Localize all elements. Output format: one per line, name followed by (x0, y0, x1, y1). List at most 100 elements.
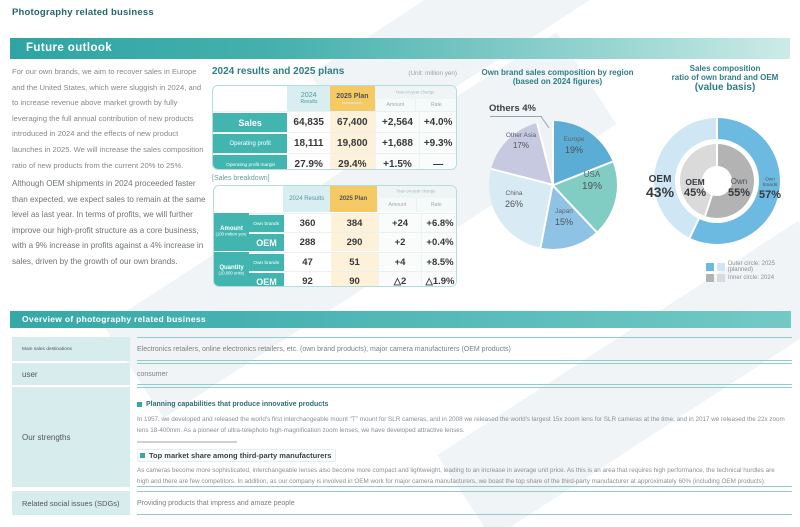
pie-label-japan: Japan 15% (554, 208, 573, 227)
legend-swatch (717, 274, 725, 282)
donut-label-oem-inner: OEM 45% (684, 177, 707, 200)
row-content-sdgs: Providing products that impress and amaz… (137, 491, 792, 515)
unit-note: (Unit: million yen) (408, 70, 457, 77)
cell-value: △1.9% (421, 272, 456, 286)
strength-title-2: Top market share among third-party manuf… (137, 449, 337, 462)
donut-hole (702, 166, 732, 196)
cell-value: 360 (299, 217, 316, 229)
cell-value: +1.5% (374, 154, 420, 169)
region-chart-title: Own brand sales composition by region (b… (481, 68, 634, 86)
row-label-own-brands: Own brands (249, 253, 284, 271)
donut-label-own-outer: Own brands 57% (758, 177, 782, 202)
header-amount: Amount (374, 99, 416, 111)
header-change-group: Year-on-year change Amount Rate (374, 86, 456, 111)
region-pie-disc (489, 121, 617, 249)
composition-chart-title: Sales composition ratio of own brand and… (671, 64, 779, 93)
header-change-group: Year-on-year change Amount Rate (376, 186, 456, 212)
pie-label-usa: USA 19% (581, 170, 602, 192)
pie-label-europe: Europe 19% (563, 136, 585, 155)
cell-value: 51 (331, 253, 378, 271)
plan-subtext-line (342, 102, 363, 104)
header-2024-results: 2024 Results (283, 186, 331, 212)
cell-value: △2 (378, 272, 421, 286)
table-row: Operating profit 18,111 19,800 +1,688 +9… (213, 132, 456, 153)
cell-value: +2,564 (374, 112, 420, 132)
cell-value: 288 (299, 236, 316, 248)
sales-breakdown-table: 2024 Results 2025 Plan Year-on-year chan… (213, 185, 457, 287)
donut-label-own-inner: Own 55% (728, 177, 751, 199)
row-label-operating-profit: Operating profit (213, 133, 288, 153)
row-content-sales-destinations: Electronics retailers, online electronic… (137, 337, 792, 361)
legend-swatch (706, 274, 714, 282)
cell-value: 27.9% (294, 158, 323, 170)
donut-gap-ring (675, 139, 759, 223)
cell-value: +2 (378, 233, 421, 251)
cell-value: +0.4% (421, 233, 456, 251)
row-label-oem: OEM (249, 272, 284, 286)
strength-title-1: Planning capabilities that produce innov… (137, 401, 328, 408)
cell-value: +6.8% (421, 214, 456, 232)
table-row: Own brands 360 384 +24 +6.8% (249, 213, 456, 232)
page-title: Photography related business (12, 7, 154, 18)
header-change-label: Year-on-year change (376, 186, 456, 198)
cell-value: 290 (331, 233, 378, 251)
row-label-sdgs: Related social issues (SDGs) (12, 491, 130, 515)
results-table-header: 2024 Results 2025 Plan Year-on-year chan… (213, 86, 456, 111)
cell-value: +8.5% (421, 253, 456, 271)
row-label-user: user (12, 363, 130, 385)
cell-value: 18,111 (293, 137, 324, 149)
legend-inner-circle: Inner circle: 2024 (706, 274, 774, 282)
row-label-own-brands: Own brands (249, 214, 284, 232)
cell-value: 29.4% (330, 154, 375, 169)
donut-inner-disc (680, 144, 754, 218)
table-row: OEM 288 290 +2 +0.4% (249, 232, 456, 251)
bullet-square-icon (140, 453, 145, 458)
cell-value: +1,688 (374, 133, 420, 153)
cell-value: 64,835 (293, 116, 324, 128)
sales-breakdown-title: [Sales breakdown] (212, 175, 270, 182)
future-outlook-banner: Future outlook (10, 38, 790, 59)
row-label-sales: Sales (213, 112, 288, 132)
row-content-strengths: Planning capabilities that produce innov… (137, 387, 792, 487)
breakdown-table-header: 2024 Results 2025 Plan Year-on-year chan… (214, 186, 456, 212)
legend-swatch (706, 263, 714, 271)
group-quantity: Quantity (10,000 units) Own brands 47 51… (214, 251, 456, 287)
legend-outer-circle: Outer circle: 2025 (planned) (706, 261, 800, 273)
group-unit: (100 million yen) (216, 232, 247, 238)
bullet-square-icon (137, 402, 142, 407)
header-2024-results: 2024 Results (287, 86, 331, 111)
cell-value: +4.0% (419, 112, 456, 132)
donut-outer-ring (654, 118, 780, 244)
cell-value: +24 (378, 214, 421, 232)
outlook-paragraph-2: Although OEM shipments in 2024 proceeded… (12, 179, 206, 266)
group-unit: (10,000 units) (218, 271, 245, 277)
results-table: 2024 Results 2025 Plan Year-on-year chan… (212, 85, 457, 170)
strength-body-2: As cameras become more sophisticated, in… (137, 467, 775, 485)
callout-line (490, 116, 542, 117)
cell-value: 92 (302, 275, 313, 287)
group-amount: Amount (100 million yen) Own brands 360 … (214, 212, 456, 251)
header-rate: Rate (415, 99, 456, 111)
row-label-operating-profit-margin: Operating profit margin (213, 154, 288, 169)
row-label-our-strengths: Our strengths (12, 387, 130, 487)
pie-label-china: China 26% (504, 190, 523, 209)
cell-value: 47 (302, 256, 313, 268)
row-label-oem: OEM (249, 233, 284, 251)
pie-callout-others: Others 4% (489, 103, 536, 114)
row-label-main-sales-destinations: Main sales destinations (12, 337, 130, 361)
cell-value: 19,800 (330, 133, 375, 153)
donut-label-oem-outer: OEM 43% (646, 174, 675, 200)
cell-value: 384 (331, 214, 378, 232)
overview-banner: Overview of photography related business (10, 311, 791, 328)
table-row: Sales 64,835 67,400 +2,564 +4.0% (213, 111, 456, 132)
header-2025-plan: 2025 Plan (330, 186, 377, 212)
header-rate: Rate (416, 198, 456, 212)
strength-body-1: In 1957, we developed and released the w… (137, 416, 785, 434)
header-change-label: Year-on-year change (374, 86, 456, 99)
header-2025-plan: 2025 Plan (330, 86, 375, 111)
outlook-paragraph-1: For our own brands, we aim to recover sa… (12, 67, 204, 170)
header-amount: Amount (376, 198, 417, 212)
results-section-title: 2024 results and 2025 plans (212, 66, 345, 77)
pie-label-other-asia: Other Asia 17% (505, 132, 537, 150)
